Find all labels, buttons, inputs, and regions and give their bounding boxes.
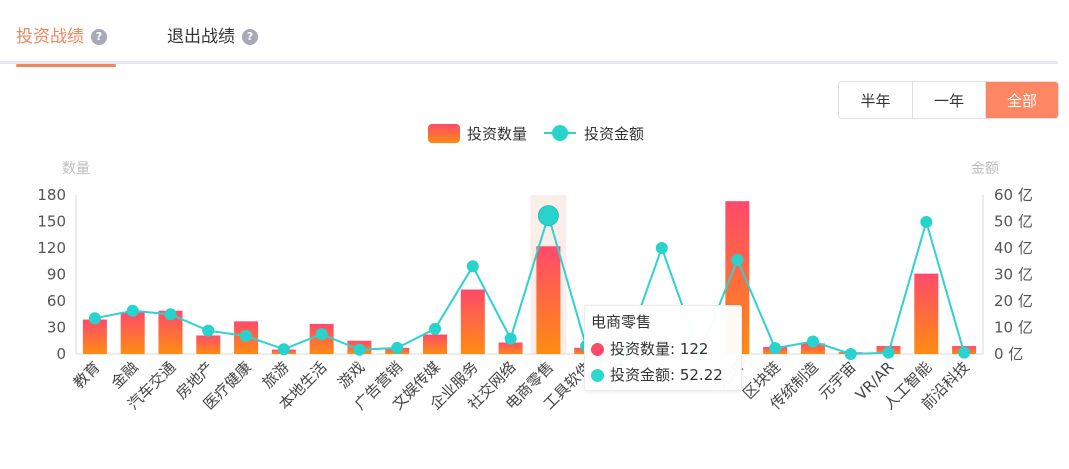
amount-point-3 xyxy=(202,324,215,337)
y-left-tick-label: 30 xyxy=(47,319,66,337)
y-left-tick-label: 90 xyxy=(47,266,66,284)
bar-11 xyxy=(498,342,523,354)
y-left-title: 数量 xyxy=(62,161,90,177)
amount-point-17 xyxy=(731,253,744,266)
tab-investment-record[interactable]: 投资战绩 ? xyxy=(16,24,116,67)
amount-point-11 xyxy=(504,332,517,345)
amount-point-22 xyxy=(920,216,933,229)
y-right-tick-label: 60 亿 xyxy=(994,186,1033,204)
amount-point-18 xyxy=(769,342,782,355)
help-icon[interactable]: ? xyxy=(242,29,258,45)
y-right-tick-label: 40 亿 xyxy=(994,239,1033,257)
amount-point-20 xyxy=(844,348,857,360)
time-range-selector: 半年 一年 全部 xyxy=(838,81,1059,119)
tooltip-count-value: 122 xyxy=(679,340,709,358)
y-right-tick-label: 20 亿 xyxy=(994,292,1033,310)
tooltip-count-marker-icon xyxy=(591,342,604,356)
bar-9 xyxy=(423,334,448,354)
x-tick-label: 教育 xyxy=(70,358,104,392)
amount-point-4 xyxy=(240,329,253,342)
bar-19 xyxy=(800,343,825,354)
tab-exit-record-label: 退出战绩 xyxy=(167,27,235,47)
amount-point-0 xyxy=(88,312,101,325)
amount-point-2 xyxy=(164,308,177,321)
amount-point-5 xyxy=(277,343,290,356)
tab-exit-record[interactable]: 退出战绩 ? xyxy=(167,24,267,64)
tab-bar: 投资战绩 ? 退出战绩 ? xyxy=(0,0,1058,67)
legend-amount-label: 投资金额 xyxy=(584,125,644,143)
range-one-year-button[interactable]: 一年 xyxy=(912,82,985,118)
tab-investment-record-label: 投资战绩 xyxy=(16,27,84,47)
amount-point-21 xyxy=(882,346,895,359)
bar-3 xyxy=(196,335,221,354)
bar-1 xyxy=(120,312,145,354)
help-icon[interactable]: ? xyxy=(91,29,107,45)
x-tick-label: 元宇宙 xyxy=(815,358,860,403)
tooltip-title: 电商零售 xyxy=(591,313,652,331)
amount-point-10 xyxy=(466,260,479,273)
amount-point-1 xyxy=(126,304,139,317)
amount-point-23 xyxy=(958,346,971,359)
amount-point-9 xyxy=(429,322,442,335)
y-left-tick-label: 150 xyxy=(37,213,66,231)
y-left-tick-label: 120 xyxy=(37,239,66,257)
range-half-year-button[interactable]: 半年 xyxy=(839,82,912,118)
y-left-tick-label: 0 xyxy=(56,345,66,363)
amount-point-6 xyxy=(315,328,328,341)
y-right-tick-label: 0 亿 xyxy=(994,345,1023,363)
tooltip-amount-value: 52.22 xyxy=(679,366,723,384)
range-all-button[interactable]: 全部 xyxy=(985,82,1058,118)
bar-10 xyxy=(460,289,485,354)
y-right-tick-label: 50 亿 xyxy=(994,213,1033,231)
legend-bar-swatch xyxy=(428,124,460,143)
amount-point-8 xyxy=(391,341,404,354)
y-right-title: 金额 xyxy=(971,161,999,177)
bar-12 xyxy=(536,246,561,354)
tooltip-amount-marker-icon xyxy=(591,368,604,382)
y-left-tick-label: 60 xyxy=(47,292,66,310)
y-left-tick-label: 180 xyxy=(37,186,66,204)
amount-line xyxy=(94,212,966,357)
tooltip-amount-label: 投资金额 xyxy=(610,366,671,384)
y-right-tick-label: 10 亿 xyxy=(994,319,1033,337)
bar-22 xyxy=(914,273,939,354)
chart-tooltip: 电商零售 投资数量: 122 投资金额: 52.22 xyxy=(584,305,742,391)
amount-point-19 xyxy=(806,335,819,348)
amount-point-12 xyxy=(537,205,559,227)
tooltip-row-amount: 投资金额: 52.22 xyxy=(591,362,735,388)
y-right-tick-label: 30 亿 xyxy=(994,266,1033,284)
bar-0 xyxy=(82,319,107,354)
tooltip-row-count: 投资数量: 122 xyxy=(591,336,735,362)
legend-count-label: 投资数量 xyxy=(467,125,527,143)
legend-line-marker xyxy=(552,125,568,141)
amount-point-15 xyxy=(655,242,668,254)
amount-point-7 xyxy=(353,343,366,356)
tooltip-count-label: 投资数量 xyxy=(610,340,671,358)
